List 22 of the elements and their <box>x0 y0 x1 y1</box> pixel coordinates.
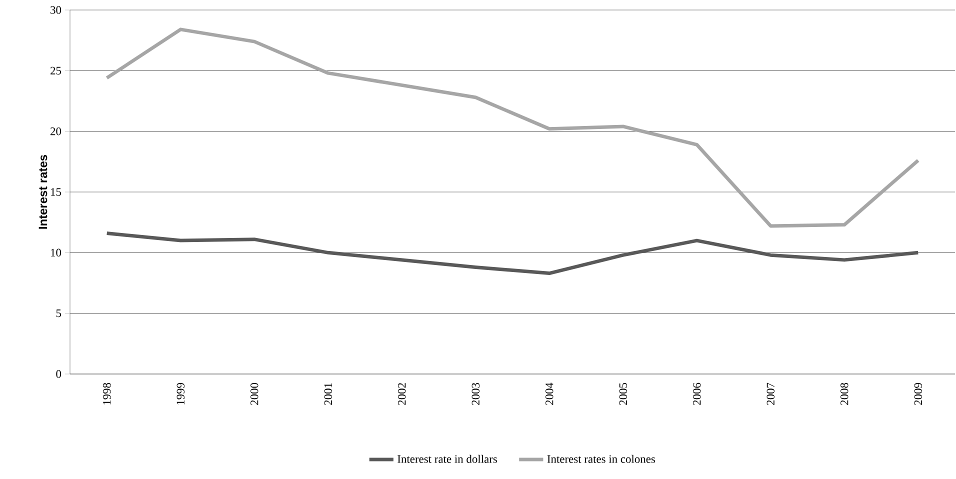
y-tick-label: 10 <box>51 248 62 257</box>
x-tick-label: 2007 <box>766 382 774 405</box>
y-tick-label: 30 <box>50 6 62 14</box>
x-tick-label: 1998 <box>103 382 111 404</box>
legend-label: Interest rates in colones <box>547 454 656 463</box>
y-axis-title: Interest rates <box>38 154 48 229</box>
x-tick-label: 1999 <box>176 383 184 404</box>
legend-label: Interest rate in dollars <box>398 454 497 463</box>
y-tick-label: 20 <box>50 127 62 136</box>
y-tick-label: 5 <box>56 310 62 318</box>
x-tick-label: 2002 <box>398 383 406 405</box>
x-tick-label: 2009 <box>914 383 922 405</box>
y-tick-label: 15 <box>51 188 62 196</box>
x-tick-label: 2004 <box>546 382 554 405</box>
x-tick-label: 2001 <box>324 383 332 405</box>
y-tick-label: 0 <box>56 370 62 378</box>
x-tick-label: 2000 <box>250 382 258 405</box>
x-tick-label: 2005 <box>619 382 627 405</box>
x-tick-label: 2003 <box>472 382 480 405</box>
x-tick-label: 2006 <box>693 382 701 405</box>
y-tick-label: 25 <box>50 66 62 75</box>
x-tick-label: 2008 <box>840 382 848 405</box>
